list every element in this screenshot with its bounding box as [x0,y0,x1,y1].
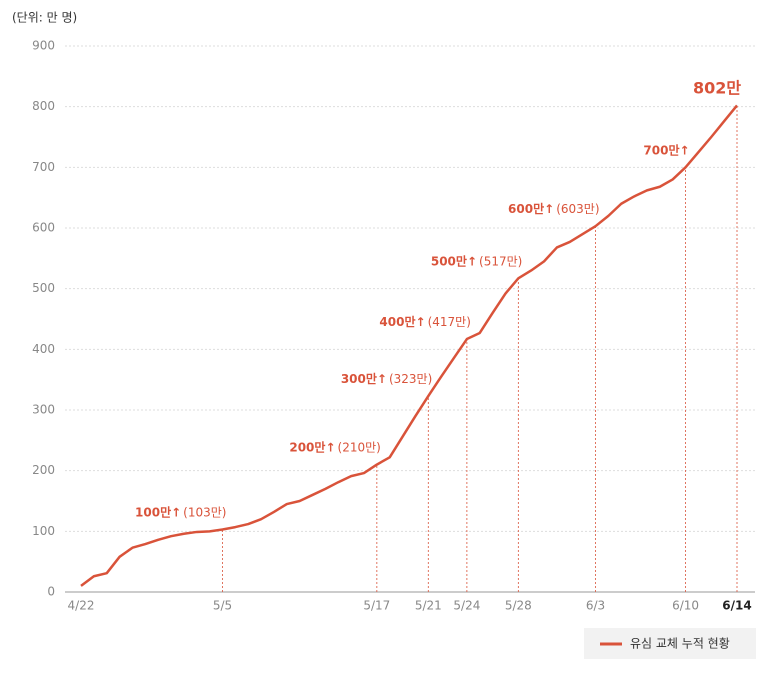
annotation: 700만↑ [643,142,689,157]
annotation: 500만↑ (517만) [431,253,522,268]
annotation: 200만↑ (210만) [289,439,380,454]
annotation-text: 700만↑ [643,142,689,157]
annotation-text: 802만 [693,78,741,97]
annotation-value: (517만) [479,254,522,268]
y-tick-label: 300 [32,403,55,417]
y-tick-label: 200 [32,463,55,477]
annotation: 400만↑ (417만) [379,314,470,329]
x-tick-label: 6/10 [672,599,699,613]
annotation: 600만↑ (603만) [508,201,599,216]
x-tick-label: 5/28 [505,599,532,613]
annotation-text: 500만↑ [431,253,477,268]
annotation-text: 400만↑ [379,314,425,329]
x-tick-label: 5/17 [363,599,390,613]
y-tick-label: 900 [32,39,55,53]
y-tick-label: 0 [47,585,55,599]
x-tick-label: 6/14 [722,599,751,613]
annotation-text: 200만↑ [289,439,335,454]
y-tick-label: 700 [32,160,55,174]
annotation-text: 300만↑ [341,371,387,386]
annotation: 100만↑ (103만) [135,504,226,519]
y-tick-label: 400 [32,342,55,356]
y-tick-label: 100 [32,524,55,538]
annotation-value: (603만) [556,202,599,216]
data-line [80,104,738,587]
legend: 유심 교체 누적 현황 [584,628,756,659]
annotation-text: 600만↑ [508,201,554,216]
y-tick-label: 800 [32,99,55,113]
x-tick-label: 5/5 [213,599,232,613]
legend-label: 유심 교체 누적 현황 [630,637,730,651]
annotation-value: (323만) [389,372,432,386]
unit-label: (단위: 만 명) [12,11,77,25]
annotation-value: (417만) [428,315,471,329]
y-tick-label: 600 [32,221,55,235]
x-tick-label: 4/22 [68,599,95,613]
annotation-text: 100만↑ [135,504,181,519]
y-tick-label: 500 [32,281,55,295]
x-tick-label: 6/3 [586,599,605,613]
annotation-value: (210만) [338,440,381,454]
annotation: 802만 [693,78,741,97]
annotation: 300만↑ (323만) [341,371,432,386]
x-tick-label: 5/21 [415,599,442,613]
annotation-value: (103만) [183,505,226,519]
x-tick-label: 5/24 [453,599,480,613]
